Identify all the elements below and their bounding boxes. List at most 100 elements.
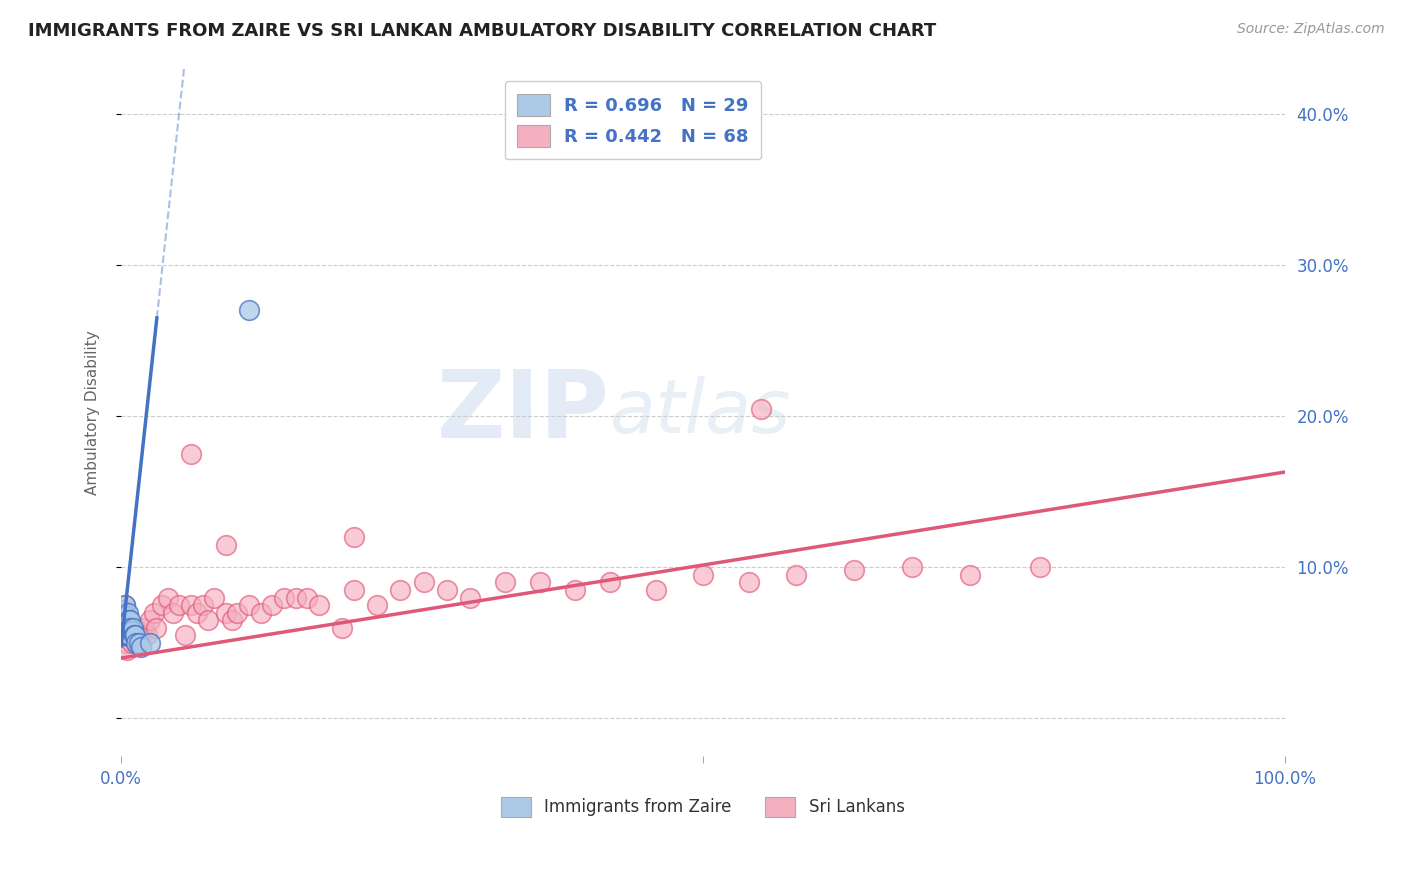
Point bbox=[111, 606, 134, 620]
Point bbox=[389, 582, 412, 597]
Point bbox=[115, 621, 138, 635]
Point bbox=[749, 401, 772, 416]
Point bbox=[221, 613, 243, 627]
Point bbox=[114, 636, 136, 650]
Point bbox=[135, 628, 157, 642]
Point bbox=[115, 643, 138, 657]
Point bbox=[117, 624, 139, 638]
Point bbox=[169, 598, 191, 612]
Point bbox=[121, 621, 143, 635]
Point bbox=[273, 591, 295, 605]
Point bbox=[120, 621, 142, 635]
Point bbox=[249, 606, 271, 620]
Point bbox=[645, 582, 668, 597]
Point bbox=[366, 598, 388, 612]
Point bbox=[114, 621, 136, 635]
Point bbox=[215, 606, 238, 620]
Point bbox=[330, 621, 353, 635]
Point bbox=[343, 582, 366, 597]
Point bbox=[186, 606, 208, 620]
Point bbox=[162, 606, 184, 620]
Point bbox=[139, 613, 162, 627]
Point bbox=[114, 621, 136, 635]
Point bbox=[121, 628, 143, 642]
Point bbox=[297, 591, 319, 605]
Point bbox=[114, 621, 136, 635]
Point bbox=[114, 628, 136, 642]
Point bbox=[197, 613, 219, 627]
Y-axis label: Ambulatory Disability: Ambulatory Disability bbox=[86, 330, 100, 495]
Point bbox=[284, 591, 307, 605]
Point bbox=[124, 621, 146, 635]
Point bbox=[174, 628, 197, 642]
Text: ZIP: ZIP bbox=[437, 367, 610, 458]
Point bbox=[529, 575, 551, 590]
Point bbox=[115, 613, 138, 627]
Point bbox=[238, 598, 260, 612]
Point bbox=[131, 628, 153, 642]
Point bbox=[238, 303, 260, 318]
Point bbox=[112, 608, 135, 623]
Point bbox=[117, 606, 139, 620]
Point bbox=[494, 575, 516, 590]
Point bbox=[308, 598, 330, 612]
Text: atlas: atlas bbox=[610, 376, 792, 449]
Point bbox=[125, 636, 148, 650]
Point bbox=[191, 598, 214, 612]
Point bbox=[738, 575, 761, 590]
Point bbox=[139, 636, 162, 650]
Point bbox=[117, 628, 139, 642]
Point bbox=[128, 636, 150, 650]
Point bbox=[215, 538, 238, 552]
Point bbox=[115, 621, 138, 635]
Point bbox=[262, 598, 284, 612]
Point bbox=[142, 606, 165, 620]
Point bbox=[156, 591, 179, 605]
Point bbox=[436, 582, 458, 597]
Point bbox=[180, 447, 202, 461]
Point bbox=[114, 628, 136, 642]
Point bbox=[180, 598, 202, 612]
Point bbox=[145, 621, 167, 635]
Point bbox=[1029, 560, 1052, 574]
Point bbox=[118, 628, 141, 642]
Point bbox=[117, 621, 139, 635]
Point bbox=[114, 608, 136, 623]
Point bbox=[122, 628, 145, 642]
Point bbox=[121, 624, 143, 638]
Point bbox=[692, 567, 714, 582]
Point bbox=[120, 621, 142, 635]
Point bbox=[111, 628, 134, 642]
Point bbox=[959, 567, 981, 582]
Point bbox=[458, 591, 481, 605]
Point bbox=[599, 575, 621, 590]
Point bbox=[112, 628, 135, 642]
Point bbox=[112, 602, 135, 616]
Point bbox=[111, 606, 134, 620]
Point bbox=[226, 606, 249, 620]
Point bbox=[124, 628, 146, 642]
Point bbox=[901, 560, 924, 574]
Point bbox=[120, 613, 142, 627]
Point bbox=[150, 598, 173, 612]
Point bbox=[114, 598, 136, 612]
Point bbox=[785, 567, 807, 582]
Point bbox=[842, 563, 865, 577]
Point bbox=[112, 621, 135, 635]
Point bbox=[128, 624, 150, 638]
Point bbox=[118, 628, 141, 642]
Point bbox=[118, 613, 141, 627]
Point bbox=[121, 636, 143, 650]
Text: IMMIGRANTS FROM ZAIRE VS SRI LANKAN AMBULATORY DISABILITY CORRELATION CHART: IMMIGRANTS FROM ZAIRE VS SRI LANKAN AMBU… bbox=[28, 22, 936, 40]
Point bbox=[122, 628, 145, 642]
Point bbox=[412, 575, 434, 590]
Legend: Immigrants from Zaire, Sri Lankans: Immigrants from Zaire, Sri Lankans bbox=[495, 790, 911, 823]
Point bbox=[343, 530, 366, 544]
Point bbox=[125, 636, 148, 650]
Point bbox=[114, 628, 136, 642]
Point bbox=[564, 582, 586, 597]
Point bbox=[202, 591, 225, 605]
Point bbox=[134, 621, 156, 635]
Point bbox=[111, 613, 134, 627]
Point bbox=[112, 613, 135, 627]
